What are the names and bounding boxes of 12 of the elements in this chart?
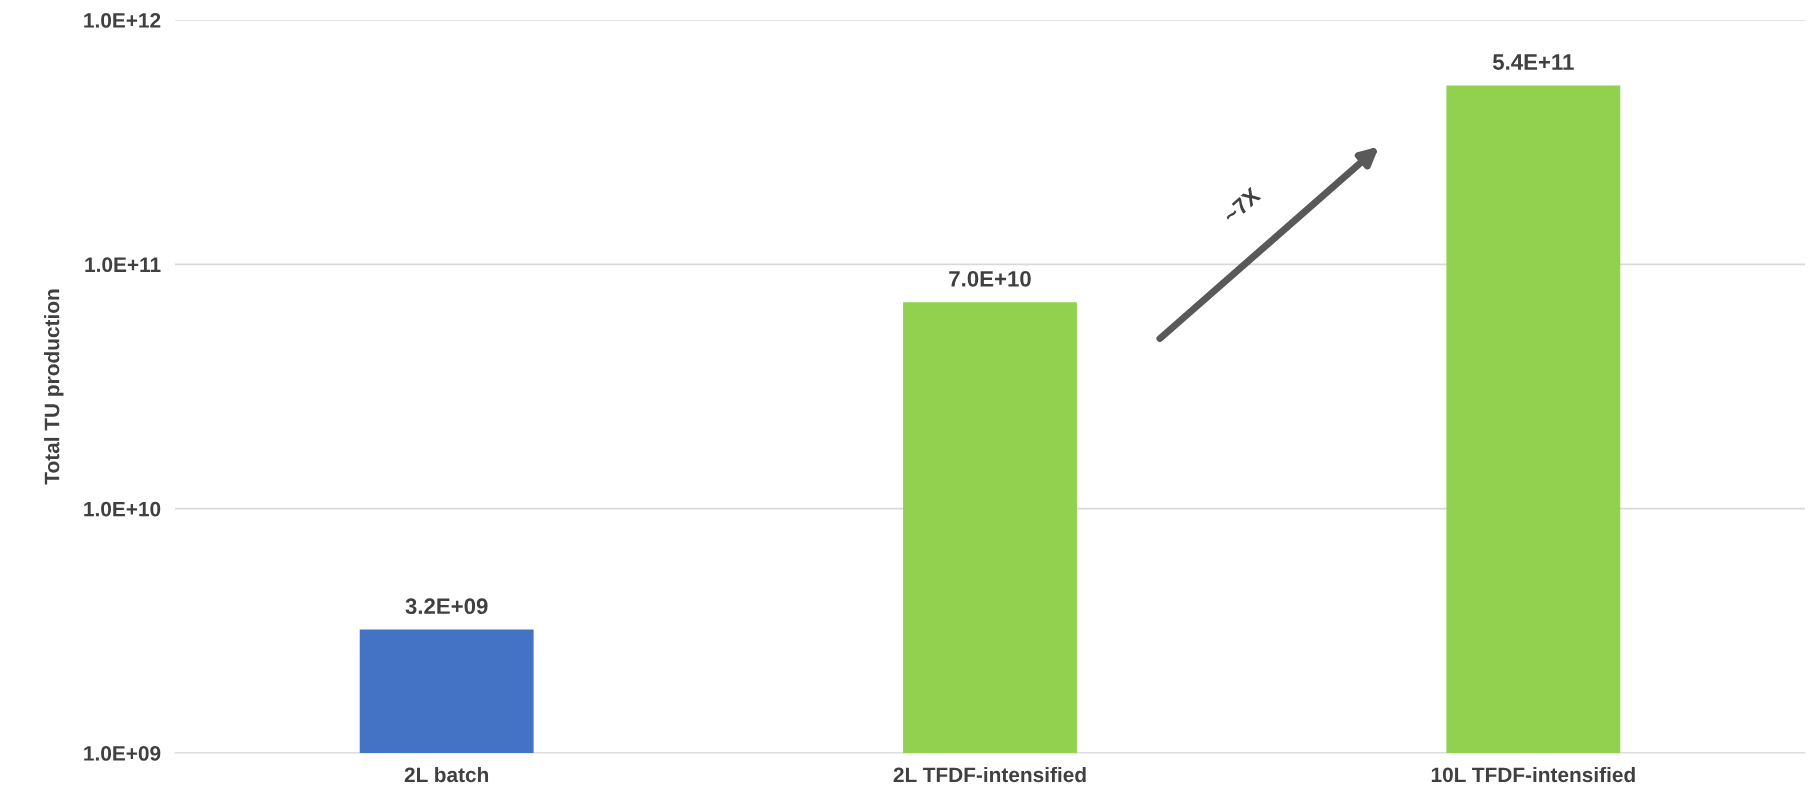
y-tick-label: 1.0E+12: [84, 13, 161, 28]
data-label: 3.2E+09: [405, 598, 488, 615]
y-tick-label: 1.0E+10: [84, 501, 161, 517]
x-tick-label: 2L batch: [404, 766, 489, 783]
y-axis-title: Total TU production: [44, 289, 64, 485]
y-tick-label: 1.0E+11: [85, 257, 161, 273]
x-tick-label: 2L TFDF-intensified: [893, 766, 1086, 783]
x-tick-label: 10L TFDF-intensified: [1431, 766, 1635, 783]
annotation: ~7X: [1222, 186, 1262, 225]
data-label: 7.0E+10: [949, 270, 1031, 287]
y-tick-label: 1.0E+09: [84, 746, 161, 761]
data-label: 5.4E+11: [1492, 54, 1574, 70]
